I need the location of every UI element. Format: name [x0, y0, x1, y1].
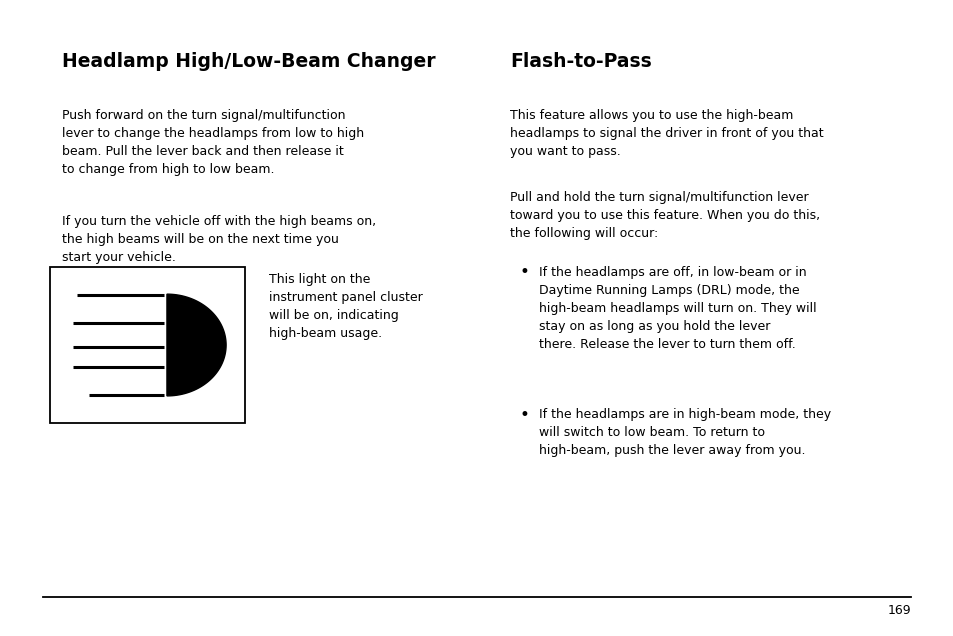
Text: This light on the
instrument panel cluster
will be on, indicating
high-beam usag: This light on the instrument panel clust… [269, 273, 422, 340]
Polygon shape [167, 294, 226, 396]
Text: Headlamp High/Low-Beam Changer: Headlamp High/Low-Beam Changer [62, 52, 436, 71]
Text: Pull and hold the turn signal/multifunction lever
toward you to use this feature: Pull and hold the turn signal/multifunct… [510, 191, 820, 240]
Text: Flash-to-Pass: Flash-to-Pass [510, 52, 652, 71]
Text: •: • [519, 406, 529, 424]
Text: This feature allows you to use the high-beam
headlamps to signal the driver in f: This feature allows you to use the high-… [510, 109, 823, 158]
Text: If you turn the vehicle off with the high beams on,
the high beams will be on th: If you turn the vehicle off with the hig… [62, 215, 375, 264]
Text: If the headlamps are in high-beam mode, they
will switch to low beam. To return : If the headlamps are in high-beam mode, … [538, 408, 830, 457]
Text: 169: 169 [886, 604, 910, 617]
Text: If the headlamps are off, in low-beam or in
Daytime Running Lamps (DRL) mode, th: If the headlamps are off, in low-beam or… [538, 266, 816, 351]
Text: •: • [519, 263, 529, 281]
Bar [50, 267, 245, 423]
Text: Push forward on the turn signal/multifunction
lever to change the headlamps from: Push forward on the turn signal/multifun… [62, 109, 364, 176]
